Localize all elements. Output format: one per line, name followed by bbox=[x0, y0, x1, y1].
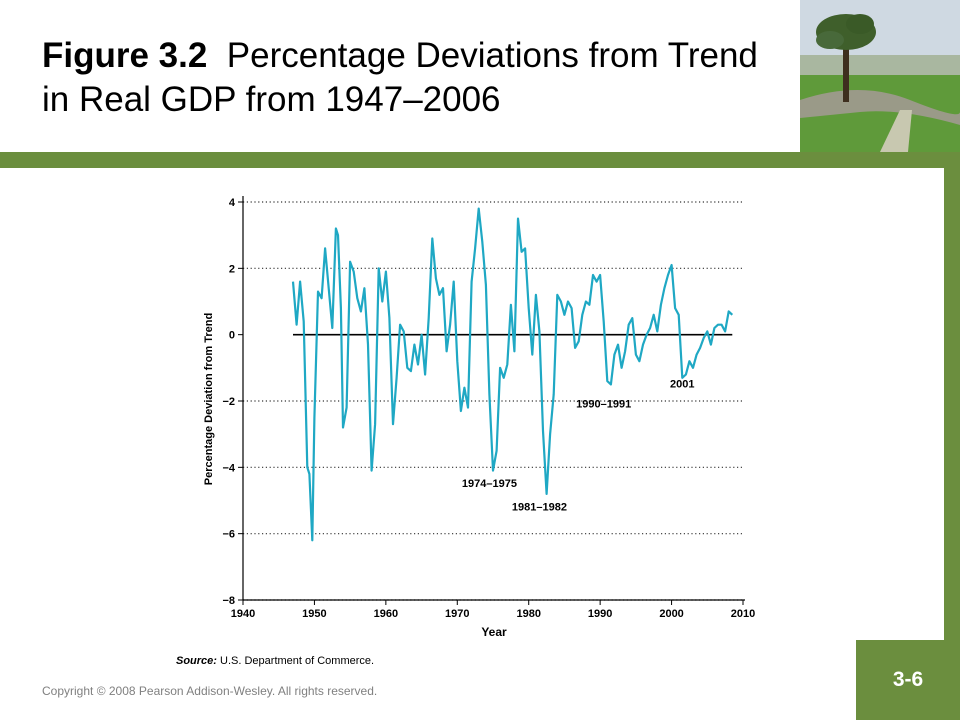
y-tick-label: −6 bbox=[222, 529, 235, 541]
y-tick-label: −2 bbox=[222, 396, 235, 408]
y-tick-label: 4 bbox=[229, 197, 236, 209]
recession-annotation: 1990–1991 bbox=[576, 399, 631, 411]
figure-title: Percentage Deviations from Trend in Real… bbox=[42, 36, 758, 119]
x-tick-label: 1970 bbox=[445, 608, 469, 620]
y-tick-label: −4 bbox=[222, 462, 235, 474]
recession-annotation: 2001 bbox=[670, 379, 694, 391]
x-tick-label: 1950 bbox=[302, 608, 326, 620]
y-tick-label: 0 bbox=[229, 330, 235, 342]
recession-annotation: 1981–1982 bbox=[512, 501, 567, 513]
source-label: Source: bbox=[176, 655, 217, 667]
figure-number: Figure 3.2 bbox=[42, 36, 208, 75]
header-divider-band bbox=[0, 152, 960, 168]
x-tick-label: 2000 bbox=[659, 608, 683, 620]
y-tick-label: −8 bbox=[222, 595, 235, 607]
copyright-notice: Copyright © 2008 Pearson Addison-Wesley.… bbox=[42, 684, 378, 698]
x-tick-label: 2010 bbox=[731, 608, 755, 620]
slide-title: Figure 3.2 Percentage Deviations from Tr… bbox=[42, 34, 782, 122]
landscape-tree-image bbox=[800, 0, 960, 152]
slide-number: 3-6 bbox=[856, 640, 960, 720]
x-tick-label: 1960 bbox=[374, 608, 398, 620]
right-border-band bbox=[944, 152, 960, 720]
y-tick-label: 2 bbox=[229, 263, 235, 275]
x-axis-label: Year bbox=[481, 625, 507, 639]
x-tick-label: 1990 bbox=[588, 608, 612, 620]
gdp-deviation-series-line bbox=[291, 207, 734, 542]
x-tick-label: 1940 bbox=[231, 608, 255, 620]
landscape-tree-photo bbox=[800, 0, 960, 152]
recession-annotation: 1974–1975 bbox=[462, 478, 517, 490]
y-axis-label: Percentage Deviation from Trend bbox=[203, 313, 215, 485]
source-text: U.S. Department of Commerce. bbox=[220, 655, 375, 667]
chart-source-note: Source: U.S. Department of Commerce. bbox=[176, 655, 374, 667]
x-tick-label: 1980 bbox=[516, 608, 540, 620]
